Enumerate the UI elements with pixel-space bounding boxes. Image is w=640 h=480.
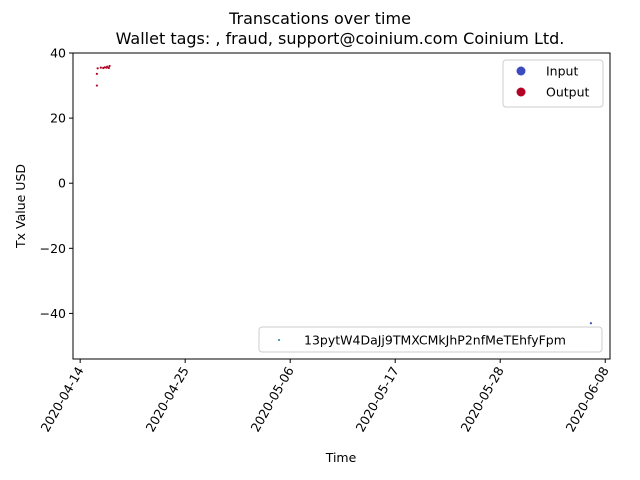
y-tick-label: −40 xyxy=(40,306,66,321)
output-point xyxy=(95,72,98,75)
plot-frame xyxy=(72,52,611,360)
output-point xyxy=(107,66,110,70)
legend-input-label: Input xyxy=(546,64,578,79)
x-tick-label: 2020-04-14 xyxy=(37,364,86,434)
legend-top: Input Output xyxy=(502,59,604,108)
x-tick-label: 2020-05-28 xyxy=(457,364,506,434)
output-point xyxy=(96,67,99,70)
output-point xyxy=(95,84,98,87)
x-tick-label: 2020-06-08 xyxy=(563,364,612,434)
legend-bottom: 13pytW4DaJj9TMXCMkJhP2nfMeTEhfyFpm xyxy=(258,326,603,353)
chart-subtitle: Wallet tags: , fraud, support@coinium.co… xyxy=(116,29,565,48)
output-point xyxy=(108,64,111,68)
y-tick-label: 20 xyxy=(50,111,66,126)
y-tick-label: 40 xyxy=(50,46,66,61)
legend-output-label: Output xyxy=(546,85,590,100)
y-tick-label: −20 xyxy=(40,241,66,256)
legend-input-marker xyxy=(516,66,526,76)
legend-address-marker xyxy=(278,339,280,341)
output-point xyxy=(99,66,102,69)
x-tick-label: 2020-05-17 xyxy=(352,364,401,434)
legend-top-frame xyxy=(502,59,604,108)
data-marks xyxy=(95,64,593,325)
y-tick-label: 0 xyxy=(58,176,66,191)
legend-output-marker xyxy=(516,87,526,97)
input-point xyxy=(589,322,593,325)
chart-title: Transcations over time xyxy=(228,9,411,28)
x-tick-label: 2020-04-25 xyxy=(142,364,191,434)
legend-address-label: 13pytW4DaJj9TMXCMkJhP2nfMeTEhfyFpm xyxy=(304,333,566,348)
output-point xyxy=(106,65,109,68)
x-tick-label: 2020-05-06 xyxy=(247,364,296,434)
x-axis-label: Time xyxy=(325,450,357,465)
y-axis-label: Tx Value USD xyxy=(13,164,28,249)
legend-bottom-frame xyxy=(258,326,603,353)
